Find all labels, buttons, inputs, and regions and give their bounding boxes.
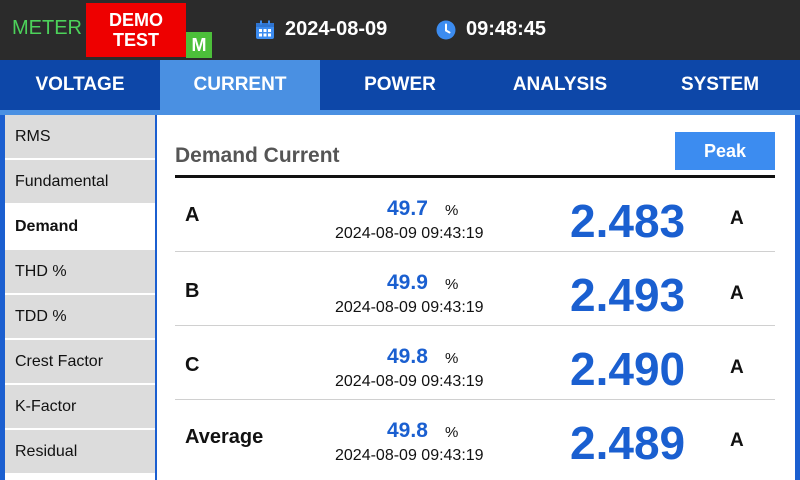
tab-power[interactable]: POWER (364, 74, 436, 95)
main-tabs: VOLTAGE CURRENT POWER ANALYSIS SYSTEM (0, 60, 800, 110)
tab-voltage[interactable]: VOLTAGE (35, 74, 125, 95)
main-panel: Demand Current Peak A 49.7 % 2024-08-09 … (157, 115, 795, 480)
mode-badge: M (186, 32, 212, 58)
tab-current[interactable]: CURRENT (160, 60, 320, 110)
tab-system[interactable]: SYSTEM (680, 74, 760, 95)
sidebar-item-demand[interactable]: Demand (5, 205, 155, 248)
percent-unit: % (445, 276, 459, 293)
percent-value: 49.8 (387, 419, 428, 442)
test-label: TEST (112, 30, 159, 50)
timestamp: 2024-08-09 09:43:19 (335, 373, 484, 390)
title-divider (175, 175, 775, 178)
value-unit: A (730, 208, 744, 229)
percent-value: 49.7 (387, 197, 428, 220)
percent-unit: % (445, 202, 459, 219)
percent-value: 49.9 (387, 271, 428, 294)
tab-underline (0, 110, 800, 115)
sidebar-item-fundamental[interactable]: Fundamental (5, 160, 155, 203)
demand-value: 2.483 (570, 195, 686, 247)
sidebar-item-crest-factor[interactable]: Crest Factor (5, 340, 155, 383)
table-row: B 49.9 % 2024-08-09 09:43:19 2.493 A (175, 252, 775, 326)
value-unit: A (730, 430, 744, 451)
table-row: C 49.8 % 2024-08-09 09:43:19 2.490 A (175, 326, 775, 400)
timestamp: 2024-08-09 09:43:19 (335, 447, 484, 464)
percent-value: 49.8 (387, 345, 428, 368)
timestamp: 2024-08-09 09:43:19 (335, 225, 484, 242)
row-label: A (185, 204, 200, 226)
value-unit: A (730, 283, 744, 304)
date-display: 2024-08-09 (285, 18, 388, 40)
demo-label: DEMO (109, 10, 163, 30)
table-row: A 49.7 % 2024-08-09 09:43:19 2.483 A (175, 178, 775, 252)
demand-value: 2.490 (570, 343, 686, 395)
peak-button[interactable]: Peak (675, 132, 775, 170)
page-title: Demand Current (175, 144, 340, 167)
row-label: Average (185, 426, 264, 448)
top-bar: METER DEMO TEST M 2024-08-09 09:48:45 (0, 0, 800, 60)
sidebar-item-k-factor[interactable]: K-Factor (5, 385, 155, 428)
sidebar-item-thd[interactable]: THD % (5, 250, 155, 293)
tab-analysis[interactable]: ANALYSIS (512, 74, 608, 95)
time-display: 09:48:45 (466, 18, 547, 40)
sidebar-item-residual[interactable]: Residual (5, 430, 155, 473)
sidebar: RMS Fundamental Demand THD % TDD % Crest… (5, 115, 155, 480)
timestamp: 2024-08-09 09:43:19 (335, 299, 484, 316)
demand-value: 2.493 (570, 269, 686, 321)
row-label: B (185, 280, 200, 302)
table-row: Average 49.8 % 2024-08-09 09:43:19 2.489… (175, 400, 775, 474)
demand-value: 2.489 (570, 417, 686, 469)
calendar-icon (256, 20, 274, 39)
sidebar-item-rms[interactable]: RMS (5, 115, 155, 158)
sidebar-item-tdd[interactable]: TDD % (5, 295, 155, 338)
percent-unit: % (445, 424, 459, 441)
clock-icon (436, 20, 456, 40)
percent-unit: % (445, 350, 459, 367)
demo-test-badge: DEMO TEST (86, 3, 186, 57)
row-label: C (185, 354, 200, 376)
meter-label: METER (12, 17, 82, 39)
value-unit: A (730, 357, 744, 378)
